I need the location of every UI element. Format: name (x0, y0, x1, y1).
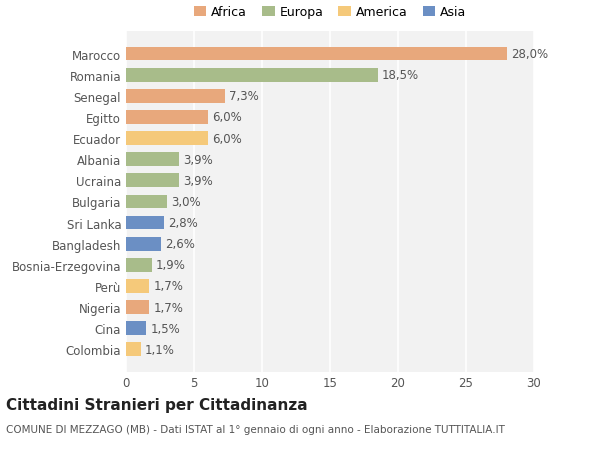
Text: 2,8%: 2,8% (168, 217, 198, 230)
Text: 1,7%: 1,7% (153, 301, 183, 314)
Text: 2,6%: 2,6% (166, 238, 196, 251)
Text: Cittadini Stranieri per Cittadinanza: Cittadini Stranieri per Cittadinanza (6, 397, 308, 412)
Bar (126, 343, 141, 356)
Text: 3,9%: 3,9% (183, 153, 213, 166)
Bar (126, 48, 507, 61)
Bar (126, 174, 179, 188)
Bar (126, 153, 179, 167)
Bar (126, 69, 377, 82)
Text: 3,0%: 3,0% (171, 196, 200, 208)
Bar (126, 301, 149, 314)
Text: 7,3%: 7,3% (229, 90, 259, 103)
Bar (126, 90, 225, 103)
Bar (126, 237, 161, 251)
Bar (126, 132, 208, 146)
Text: 1,9%: 1,9% (156, 259, 186, 272)
Bar (126, 195, 167, 209)
Text: 28,0%: 28,0% (511, 48, 548, 61)
Text: 1,1%: 1,1% (145, 343, 175, 356)
Text: 3,9%: 3,9% (183, 174, 213, 187)
Bar (126, 258, 152, 272)
Bar (126, 280, 149, 293)
Text: 6,0%: 6,0% (212, 132, 241, 145)
Text: 6,0%: 6,0% (212, 111, 241, 124)
Text: COMUNE DI MEZZAGO (MB) - Dati ISTAT al 1° gennaio di ogni anno - Elaborazione TU: COMUNE DI MEZZAGO (MB) - Dati ISTAT al 1… (6, 425, 505, 435)
Bar (126, 111, 208, 124)
Text: 1,5%: 1,5% (151, 322, 180, 335)
Text: 18,5%: 18,5% (382, 69, 419, 82)
Bar (126, 322, 146, 335)
Bar (126, 216, 164, 230)
Text: 1,7%: 1,7% (153, 280, 183, 293)
Legend: Africa, Europa, America, Asia: Africa, Europa, America, Asia (194, 6, 466, 19)
